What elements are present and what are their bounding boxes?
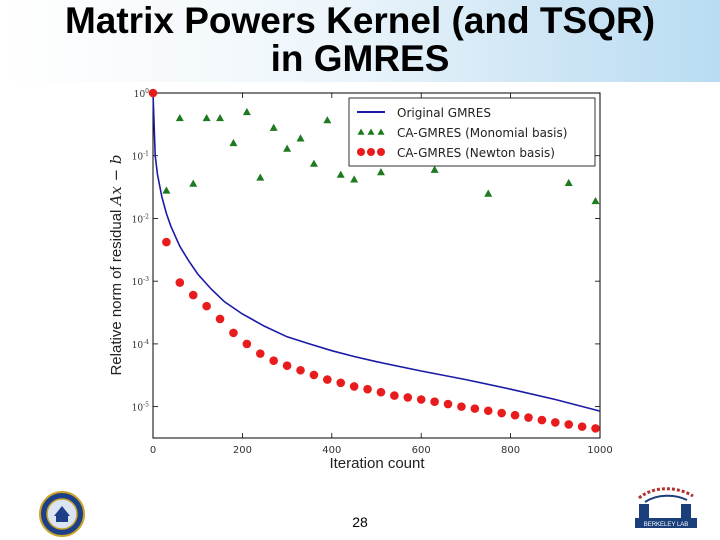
monomial-point [269, 123, 278, 131]
lab-logo-text: BERKELEY LAB [644, 522, 689, 528]
monomial-point [591, 196, 600, 205]
newton-point [564, 420, 574, 429]
newton-point [390, 391, 399, 400]
x-axis-label: Iteration count [329, 455, 425, 472]
y-tick-label: 10-1 [132, 151, 149, 163]
monomial-point [229, 138, 238, 147]
newton-point [363, 384, 372, 394]
monomial-point [430, 165, 439, 173]
monomial-point [484, 189, 493, 197]
x-tick-label: 200 [233, 445, 252, 456]
newton-point [510, 410, 520, 420]
legend-label: CA-GMRES (Newton basis) [397, 146, 555, 160]
y-axis-label: Relative norm of residual Ax − b [107, 154, 125, 375]
newton-point [591, 424, 600, 433]
y-tick-label: 10-3 [132, 276, 149, 288]
monomial-point [376, 168, 385, 176]
y-axis: 100 10-1 10-2 10-3 10-4 10-5 [132, 88, 600, 414]
newton-point [215, 314, 225, 324]
newton-point [457, 402, 466, 411]
monomial-point [202, 113, 211, 122]
legend: Original GMRES CA-GMRES (Monomial basis) C… [348, 97, 596, 167]
title-band [0, 0, 720, 82]
newton-point [323, 375, 332, 384]
newton-point [430, 397, 439, 406]
legend-circle-marker [367, 148, 375, 156]
berkeley-lab-logo: BERKELEY LAB [635, 487, 697, 528]
newton-point [162, 237, 171, 247]
newton-point [577, 422, 587, 431]
slide-title-line-2: in GMRES [270, 38, 450, 79]
y-axis-label-text: Relative norm of residual [108, 205, 125, 375]
monomial-point [162, 186, 171, 194]
newton-point [175, 278, 185, 287]
monomial-point [189, 179, 198, 187]
x-tick-label: 1000 [587, 445, 612, 456]
monomial-point [564, 178, 573, 187]
y-tick-label: 10-2 [132, 213, 149, 225]
newton-point [148, 88, 158, 98]
newton-point [376, 387, 386, 397]
monomial-point [336, 170, 345, 178]
monomial-point [256, 173, 265, 181]
newton-point [403, 393, 413, 402]
y-axis-label-math: Ax − b [107, 154, 125, 207]
page-number: 28 [352, 514, 368, 530]
university-seal-logo [39, 491, 85, 537]
x-tick-label: 600 [412, 445, 431, 456]
slide-title: Matrix Powers Kernel (and TSQR) in GMRES [0, 2, 720, 78]
newton-point [255, 349, 265, 358]
slide-title-line-1: Matrix Powers Kernel (and TSQR) [64, 0, 656, 41]
newton-point [269, 356, 278, 365]
monomial-point [309, 159, 318, 167]
newton-point [242, 339, 252, 349]
x-axis: 0 200 400 600 800 1000 [150, 93, 613, 456]
x-tick-label: 800 [501, 445, 520, 456]
newton-point [443, 399, 453, 409]
newton-point [483, 406, 493, 416]
monomial-point [283, 144, 292, 152]
x-tick-label: 0 [150, 445, 156, 456]
legend-label: Original GMRES [397, 106, 491, 120]
newton-point [349, 382, 359, 391]
legend-circle-marker [357, 148, 365, 156]
legend-triangle-marker [357, 128, 365, 135]
monomial-point [323, 116, 332, 124]
monomial-point [216, 113, 225, 122]
newton-point [229, 328, 238, 338]
y-tick-label: 100 [134, 88, 149, 100]
x-tick-label: 400 [322, 445, 341, 456]
monomial-point [175, 113, 184, 122]
newton-point [551, 418, 560, 427]
legend-triangle-marker [367, 128, 375, 135]
newton-point [309, 370, 319, 380]
legend-triangle-marker [377, 128, 385, 135]
monomial-point [350, 175, 359, 183]
legend-label: CA-GMRES (Monomial basis) [397, 126, 567, 140]
legend-circle-marker [377, 148, 385, 156]
y-tick-label: 10-5 [132, 402, 149, 414]
newton-point [537, 415, 547, 425]
monomial-point [296, 134, 305, 142]
monomial-point [242, 107, 251, 116]
newton-point [188, 290, 198, 300]
newton-point [336, 378, 346, 388]
series-original-gmres-line [152, 92, 601, 412]
y-tick-label: 10-4 [132, 339, 149, 351]
newton-point [282, 361, 292, 370]
newton-point [497, 408, 506, 418]
newton-point [470, 404, 480, 413]
newton-point [202, 301, 211, 311]
newton-point [296, 365, 305, 375]
newton-point [524, 413, 533, 422]
legend-box [348, 97, 596, 167]
newton-point [416, 395, 426, 404]
